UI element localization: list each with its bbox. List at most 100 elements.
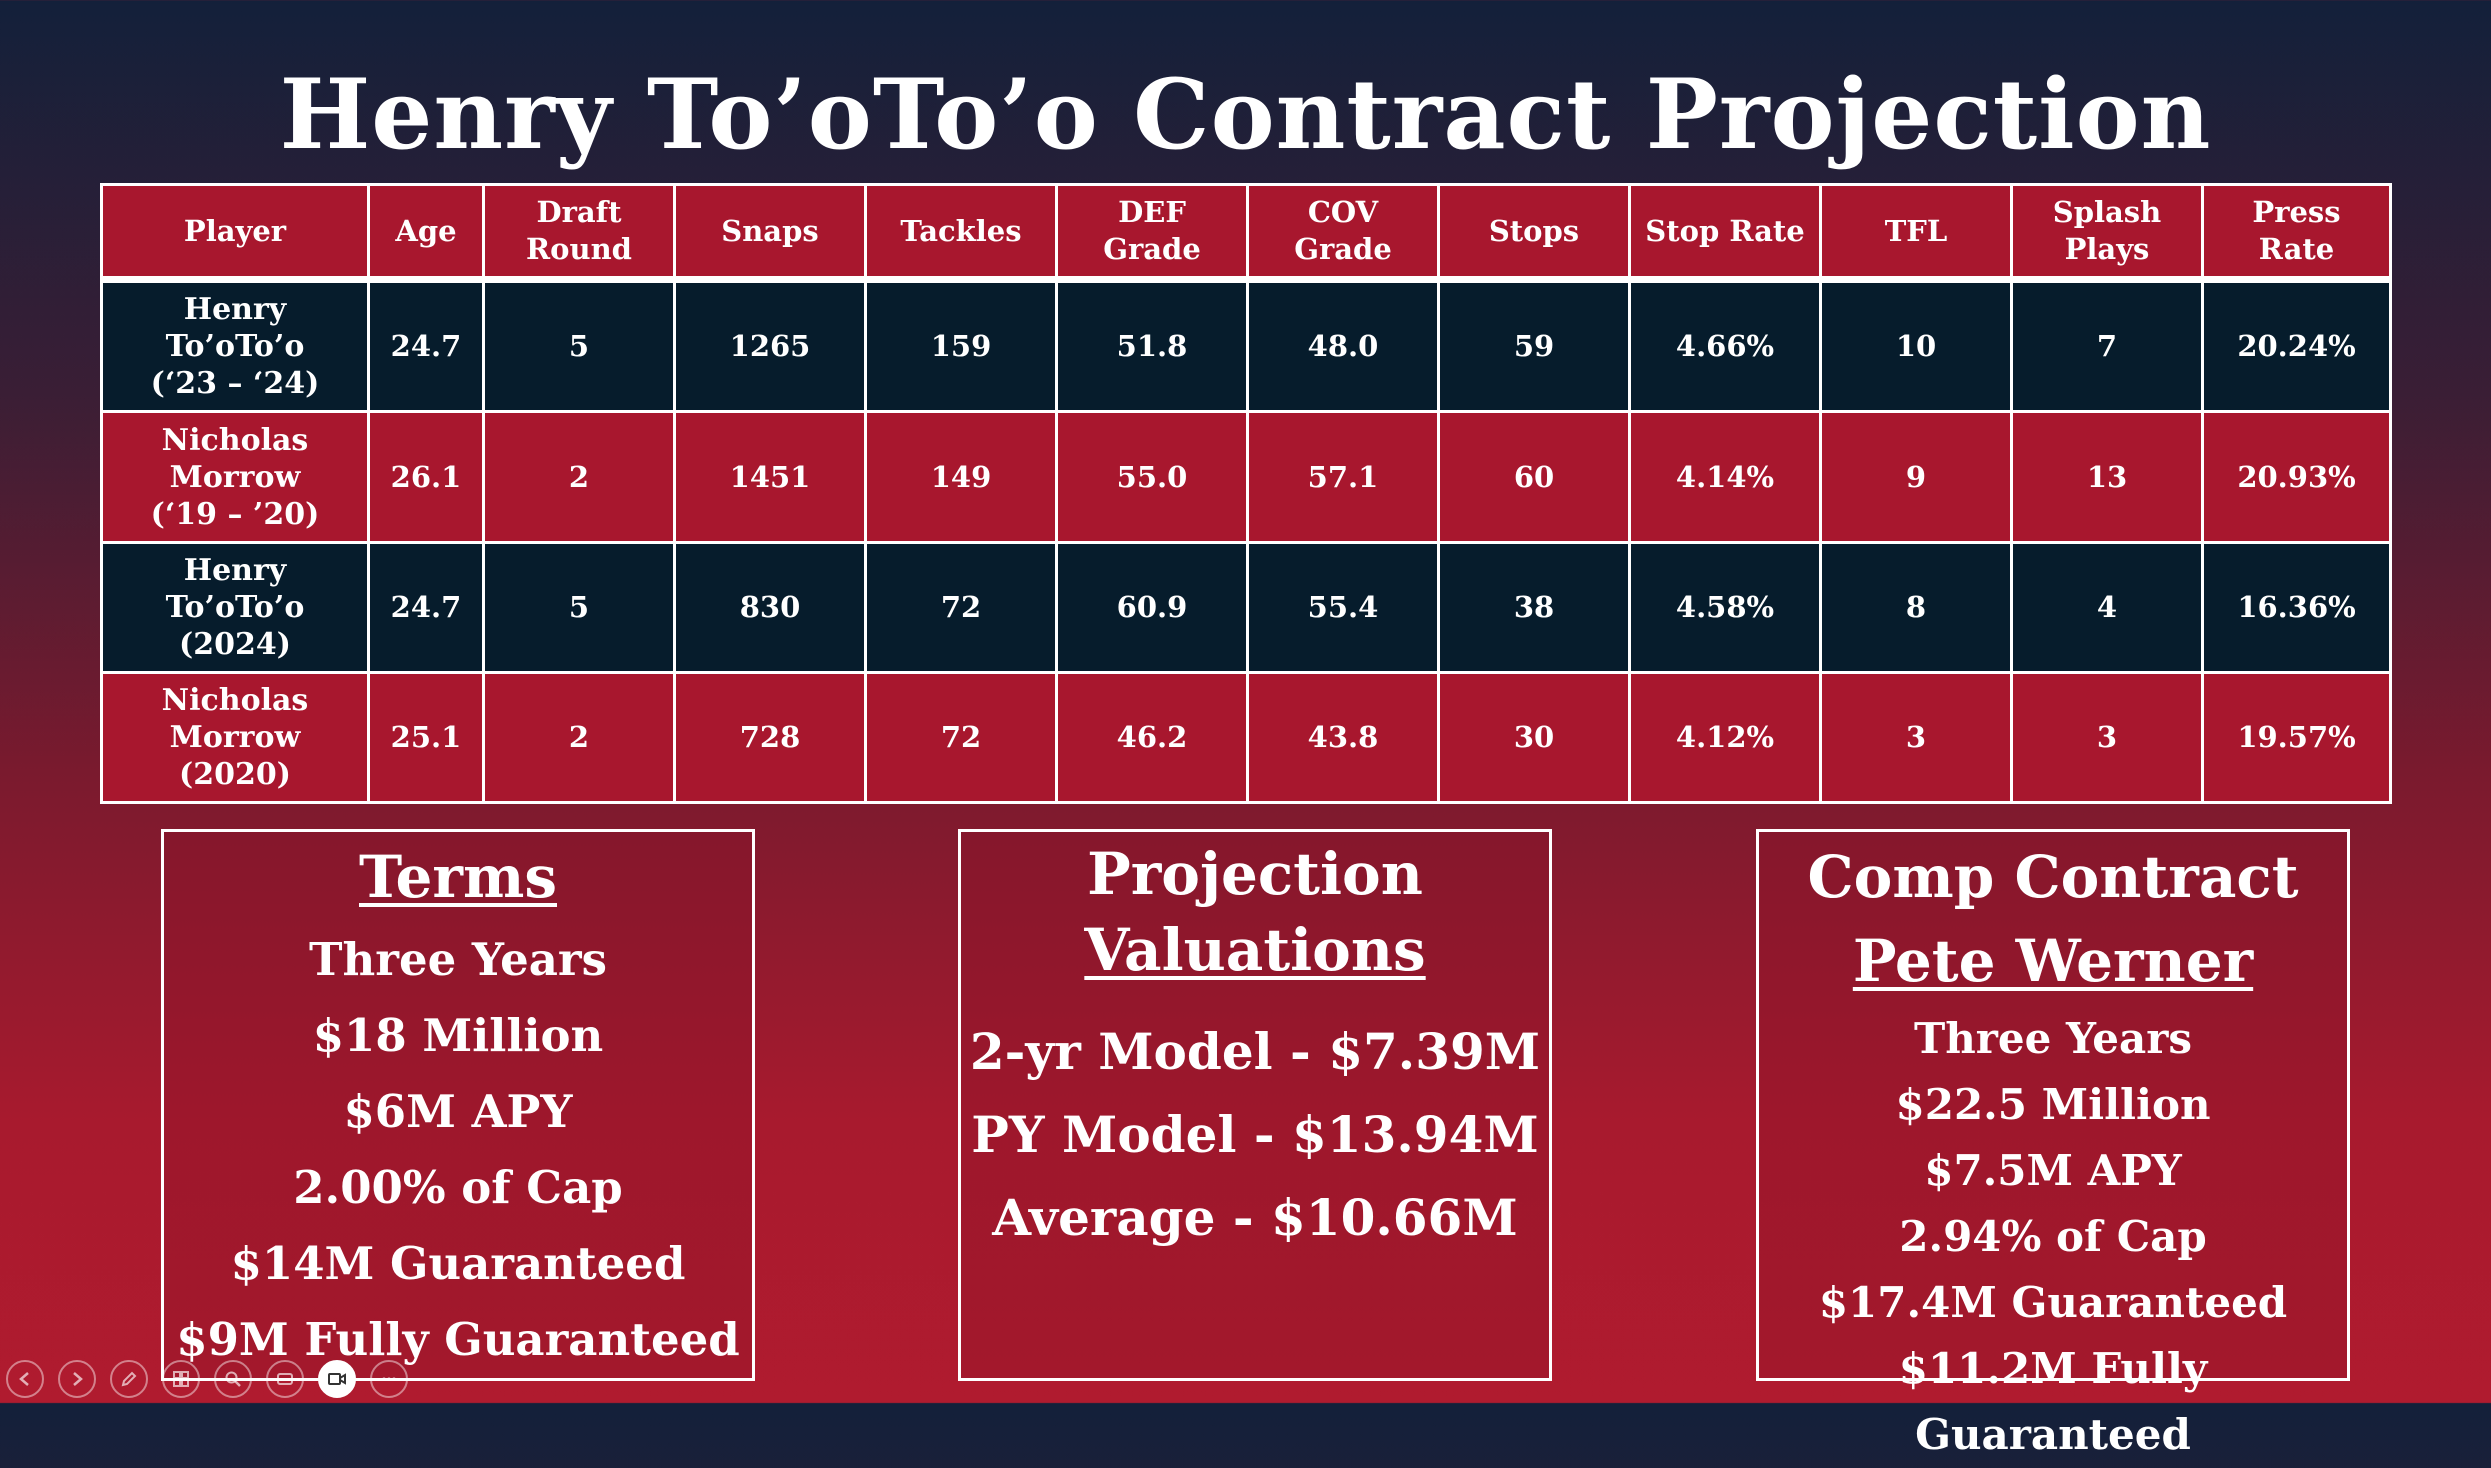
table-cell: 48.0 — [1246, 277, 1440, 414]
terms-heading: Terms — [359, 843, 557, 911]
table-cell: 46.2 — [1055, 670, 1249, 805]
comp-line: $7.5M APY — [1924, 1146, 2182, 1195]
table-cell: 7 — [2010, 277, 2204, 414]
table-row: Nicholas Morrow (‘19 – ’20) 26.1 2 1451 14… — [100, 410, 2392, 544]
table-cell: 2 — [482, 670, 676, 805]
table-cell: 25.1 — [367, 670, 485, 805]
col-header: COV Grade — [1246, 183, 1440, 283]
col-header: Tackles — [864, 183, 1058, 283]
projection-line: 2-yr Model - $7.39M — [969, 1022, 1541, 1081]
table-cell: 159 — [864, 277, 1058, 414]
projection-line: Average - $10.66M — [992, 1188, 1518, 1247]
comp-line: $11.2M Fully Guaranteed — [1898, 1344, 2208, 1459]
comp-line: Three Years — [1913, 1014, 2193, 1063]
table-cell: 13 — [2010, 410, 2204, 544]
col-header: Press Rate — [2201, 183, 2392, 283]
table-cell: 26.1 — [367, 410, 485, 544]
table-cell: 72 — [864, 540, 1058, 674]
comp-heading: Comp Contract — [1807, 843, 2299, 911]
player-cell: Henry To’oTo’o (‘23 – ‘24) — [100, 277, 370, 414]
table-cell: 5 — [482, 540, 676, 674]
table-cell: 30 — [1437, 670, 1631, 805]
table-cell: 60 — [1437, 410, 1631, 544]
table-cell: 4.58% — [1628, 540, 1822, 674]
terms-lines: Three Years $18 Million $6M APY 2.00% of… — [164, 922, 752, 1378]
table-cell: 8 — [1819, 540, 2013, 674]
table-cell: 51.8 — [1055, 277, 1249, 414]
camera-icon[interactable] — [318, 1360, 356, 1398]
col-header: Splash Plays — [2010, 183, 2204, 283]
table-cell: 3 — [1819, 670, 2013, 805]
table-cell: 19.57% — [2201, 670, 2392, 805]
table-cell: 55.4 — [1246, 540, 1440, 674]
player-cell: Henry To’oTo’o (2024) — [100, 540, 370, 674]
table-cell: 10 — [1819, 277, 2013, 414]
valuations-heading: Valuations — [1084, 916, 1426, 984]
pen-icon[interactable] — [110, 1360, 148, 1398]
col-header: DEF Grade — [1055, 183, 1249, 283]
table-cell: 55.0 — [1055, 410, 1249, 544]
player-cell: Nicholas Morrow (2020) — [100, 670, 370, 805]
table-cell: 57.1 — [1246, 410, 1440, 544]
table-cell: 4.66% — [1628, 277, 1822, 414]
terms-line: $14M Guaranteed — [230, 1237, 686, 1290]
comp-line: $22.5 Million — [1895, 1080, 2211, 1129]
previous-slide-icon[interactable] — [6, 1360, 44, 1398]
comp-line: 2.94% of Cap — [1899, 1212, 2207, 1261]
table-cell: 24.7 — [367, 540, 485, 674]
col-header: Stops — [1437, 183, 1631, 283]
table-row: Henry To’oTo’o (2024) 24.7 5 830 72 60.9 5… — [100, 540, 2392, 674]
table-row: Nicholas Morrow (2020) 25.1 2 728 72 46.2 … — [100, 670, 2392, 805]
table-cell: 1265 — [673, 277, 867, 414]
projection-line: PY Model - $13.94M — [971, 1105, 1539, 1164]
table-cell: 60.9 — [1055, 540, 1249, 674]
table-cell: 20.93% — [2201, 410, 2392, 544]
terms-box: Terms Three Years $18 Million $6M APY 2.… — [161, 829, 755, 1381]
terms-line: 2.00% of Cap — [293, 1161, 623, 1214]
projection-heading: Projection — [1087, 840, 1423, 908]
table-cell: 38 — [1437, 540, 1631, 674]
terms-line: $6M APY — [343, 1085, 573, 1138]
terms-line: $18 Million — [312, 1009, 604, 1062]
player-cell: Nicholas Morrow (‘19 – ’20) — [100, 410, 370, 544]
table-cell: 5 — [482, 277, 676, 414]
table-cell: 9 — [1819, 410, 2013, 544]
table-cell: 24.7 — [367, 277, 485, 414]
table-cell: 20.24% — [2201, 277, 2392, 414]
table-header-row: Player Age Draft Round Snaps Tackles DEF… — [100, 183, 2392, 283]
table-cell: 149 — [864, 410, 1058, 544]
subtitles-icon[interactable] — [266, 1360, 304, 1398]
comp-lines: Three Years $22.5 Million $7.5M APY 2.94… — [1759, 1006, 2347, 1468]
col-header: Snaps — [673, 183, 867, 283]
col-header: Age — [367, 183, 485, 283]
terms-line: Three Years — [309, 933, 607, 986]
table-cell: 43.8 — [1246, 670, 1440, 805]
projection-lines: 2-yr Model - $7.39M PY Model - $13.94M A… — [961, 1010, 1549, 1259]
table-cell: 4.14% — [1628, 410, 1822, 544]
next-slide-icon[interactable] — [58, 1360, 96, 1398]
table-cell: 16.36% — [2201, 540, 2392, 674]
table-cell: 4.12% — [1628, 670, 1822, 805]
table-row: Henry To’oTo’o (‘23 – ‘24) 24.7 5 1265 159… — [100, 277, 2392, 414]
table-cell: 830 — [673, 540, 867, 674]
comp-player-name: Pete Werner — [1852, 927, 2254, 995]
table-cell: 72 — [864, 670, 1058, 805]
page-title: Henry To’oTo’o Contract Projection — [279, 58, 2212, 171]
comp-contract-box: Comp Contract Pete Werner Three Years $2… — [1756, 829, 2350, 1459]
stats-table: Player Age Draft Round Snaps Tackles DEF… — [100, 183, 2392, 805]
col-header: Player — [100, 183, 370, 283]
more-options-icon[interactable] — [370, 1360, 408, 1398]
projection-box: Projection Valuations 2-yr Model - $7.39… — [958, 829, 1552, 1381]
table-cell: 728 — [673, 670, 867, 805]
table-cell: 2 — [482, 410, 676, 544]
col-header: TFL — [1819, 183, 2013, 283]
col-header: Stop Rate — [1628, 183, 1822, 283]
col-header: Draft Round — [482, 183, 676, 283]
slides-grid-icon[interactable] — [162, 1360, 200, 1398]
table-cell: 4 — [2010, 540, 2204, 674]
zoom-icon[interactable] — [214, 1360, 252, 1398]
table-cell: 3 — [2010, 670, 2204, 805]
table-cell: 1451 — [673, 410, 867, 544]
comp-line: $17.4M Guaranteed — [1818, 1278, 2288, 1327]
presenter-toolbar — [6, 1358, 408, 1400]
